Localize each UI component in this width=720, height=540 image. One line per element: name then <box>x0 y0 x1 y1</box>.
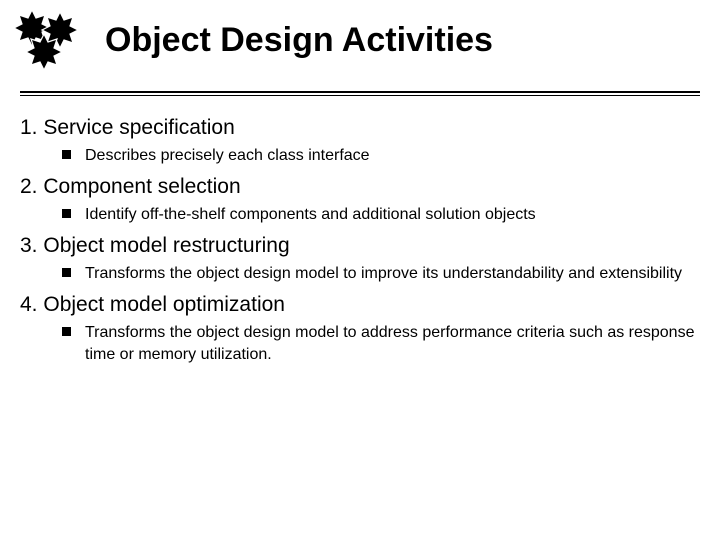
divider-thin <box>20 95 700 96</box>
sub-text: Transforms the object design model to ad… <box>85 322 696 365</box>
list-item: 3. Object model restructuring Transforms… <box>20 232 696 285</box>
item-number: 1. <box>20 116 38 139</box>
item-heading: 3. Object model restructuring <box>20 232 696 259</box>
item-text: Component selection <box>43 175 240 198</box>
sub-bullet: Transforms the object design model to im… <box>20 263 696 285</box>
item-text: Object model restructuring <box>43 234 289 257</box>
list-item: 4. Object model optimization Transforms … <box>20 291 696 365</box>
bullet-square-icon <box>62 327 71 336</box>
item-text: Service specification <box>43 116 234 139</box>
bullet-square-icon <box>62 268 71 277</box>
sub-text: Describes precisely each class interface <box>85 145 370 167</box>
list-item: 2. Component selection Identify off-the-… <box>20 173 696 226</box>
item-heading: 4. Object model optimization <box>20 291 696 318</box>
bullet-square-icon <box>62 150 71 159</box>
sub-bullet: Describes precisely each class interface <box>20 145 696 167</box>
item-number: 2. <box>20 175 38 198</box>
slide-content: 1. Service specification Describes preci… <box>0 96 720 365</box>
item-heading: 1. Service specification <box>20 114 696 141</box>
sub-bullet: Identify off-the-shelf components and ad… <box>20 204 696 226</box>
slide-title: Object Design Activities <box>105 22 493 59</box>
sub-bullet: Transforms the object design model to ad… <box>20 322 696 365</box>
bullet-square-icon <box>62 209 71 218</box>
slide-header: Object Design Activities <box>0 0 720 73</box>
divider-group <box>0 91 720 96</box>
item-text: Object model optimization <box>43 293 285 316</box>
list-item: 1. Service specification Describes preci… <box>20 114 696 167</box>
item-number: 3. <box>20 234 38 257</box>
item-number: 4. <box>20 293 38 316</box>
divider-thick <box>20 91 700 93</box>
sub-text: Identify off-the-shelf components and ad… <box>85 204 536 226</box>
sub-text: Transforms the object design model to im… <box>85 263 682 285</box>
item-heading: 2. Component selection <box>20 173 696 200</box>
three-stars-icon <box>10 8 85 73</box>
